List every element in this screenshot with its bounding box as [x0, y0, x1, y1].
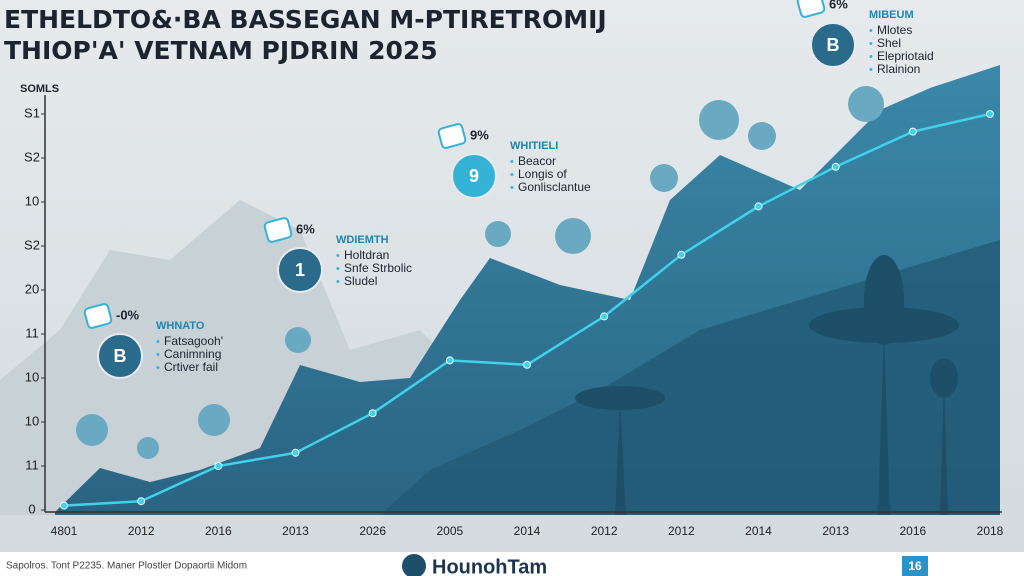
- callout-bullet: •: [869, 64, 873, 76]
- footer-badge: 16: [908, 559, 922, 573]
- callout-icon-circle: [810, 22, 856, 68]
- y-tick-label: 0: [28, 501, 35, 516]
- callout-line: Rlainion: [877, 62, 920, 76]
- callout-bullet: •: [869, 38, 873, 50]
- footer-band: [0, 552, 1024, 576]
- callout-icon-circle: [97, 333, 143, 379]
- callout-badge: 6%: [296, 221, 315, 236]
- callout-heading: WHNATO: [156, 320, 205, 332]
- line-point: [291, 448, 300, 457]
- palm-trees: [575, 255, 959, 515]
- callout-line: Gonlisclantue: [518, 180, 591, 194]
- callout-line: Elepriotaid: [877, 49, 934, 63]
- x-tick-label: 2012: [668, 524, 695, 538]
- trees: [76, 86, 884, 459]
- callout-bullet: •: [336, 276, 340, 288]
- line-point: [831, 162, 840, 171]
- callout-icon-circle: [451, 153, 497, 199]
- x-tick-label: 2016: [205, 524, 232, 538]
- x-tick-label: 2012: [128, 524, 155, 538]
- chart-title: ETHELDTO&·BA BASSEGAN M-PTIRETROMIJ: [4, 5, 607, 34]
- callout: 6% 1 WDIEMTH • Holtdran • Snfe Strbolic • Sludel: [263, 217, 412, 293]
- y-tick-label: 20: [25, 281, 39, 296]
- callout-badge: -0%: [116, 307, 140, 322]
- x-tick-label: 2014: [745, 524, 772, 538]
- callout-line: Crtiver fail: [164, 360, 218, 374]
- line-point: [600, 312, 609, 321]
- y-tick-label: S2: [24, 237, 40, 252]
- line-point: [137, 497, 146, 506]
- callout-line: Longis of: [518, 167, 567, 181]
- line-point: [368, 409, 377, 418]
- line-point: [445, 356, 454, 365]
- line-point: [523, 360, 531, 369]
- x-tick-label: 2018: [977, 524, 1004, 538]
- line-point: [214, 462, 223, 470]
- callout-icon: B: [827, 35, 840, 55]
- line-point: [677, 250, 686, 259]
- x-tick-label: 2014: [514, 524, 541, 538]
- callout-bullet: •: [869, 51, 873, 63]
- callout-bullet: •: [869, 25, 873, 37]
- callout-icon: B: [114, 346, 127, 366]
- y-tick-label: 10: [25, 193, 39, 208]
- x-tick-label: 2013: [822, 524, 849, 538]
- callout-line: Fatsagooh': [164, 334, 223, 348]
- x-tick-label: 2012: [591, 524, 618, 538]
- brand-name: HounohTam: [432, 556, 547, 576]
- callout-line: Canimning: [164, 347, 221, 361]
- x-tick-label: 2026: [359, 524, 386, 538]
- callout-bullet: •: [156, 362, 160, 374]
- callout-badge-icon: [83, 303, 113, 329]
- callout-icon: 1: [295, 260, 305, 280]
- callout-heading: WHITIELI: [510, 140, 558, 152]
- callout-badge: 9%: [470, 127, 489, 142]
- callout-bullet: •: [510, 182, 514, 194]
- brand-logo: [402, 554, 426, 576]
- footer-badge-box: [902, 556, 928, 576]
- y-tick-label: S2: [24, 149, 40, 164]
- callout-line: Holtdran: [344, 248, 389, 262]
- line-point: [986, 110, 994, 118]
- line-point: [754, 202, 763, 211]
- callout-bullet: •: [336, 250, 340, 262]
- jungle-foreground: [380, 240, 1000, 515]
- callout-bullet: •: [510, 169, 514, 181]
- y-tick-label: 10: [25, 369, 39, 384]
- callout-heading: MIBEUM: [869, 9, 914, 21]
- callout-line: Shel: [877, 36, 901, 50]
- callout-badge-icon: [437, 123, 467, 149]
- y-tick-label: 11: [25, 325, 39, 340]
- callout-line: Beacor: [518, 154, 556, 168]
- y-tick-label: S1: [24, 105, 40, 120]
- callout-bullet: •: [156, 336, 160, 348]
- callout: 6% B MIBEUM • Mlotes • Shel • Elepriotaid • Rlaini…: [796, 0, 934, 76]
- callout-line: Sludel: [344, 274, 377, 288]
- callout: -0% B WHNATO • Fatsagooh' • Canimning • Crtiver …: [83, 303, 223, 379]
- callout-bullet: •: [156, 349, 160, 361]
- x-tick-label: 4801: [51, 524, 78, 538]
- y-tick-label: 11: [25, 457, 39, 472]
- callout-badge-icon: [796, 0, 826, 18]
- callout-bullet: •: [510, 156, 514, 168]
- callout-bullet: •: [336, 263, 340, 275]
- callout-icon-circle: [277, 247, 323, 293]
- callout: 9% 9 WHITIELI • Beacor • Longis of • Gonlisclant…: [437, 123, 591, 199]
- x-tick-label: 2005: [436, 524, 463, 538]
- chart-subtitle: THIOP'A' VETNAM PJDRIN 2025: [4, 36, 438, 65]
- y-axis-label: SOMLS: [20, 83, 59, 95]
- callout-heading: WDIEMTH: [336, 234, 389, 246]
- line-point: [60, 501, 68, 510]
- line-point: [908, 127, 917, 136]
- y-tick-label: 10: [25, 413, 39, 428]
- x-tick-label: 2016: [899, 524, 926, 538]
- callout-line: Snfe Strbolic: [344, 261, 412, 275]
- callout-icon: 9: [469, 166, 479, 186]
- footer-source: Sapolros. Tont P2235. Maner Plostler Dop…: [6, 561, 247, 572]
- callout-badge: 6%: [829, 0, 848, 11]
- x-tick-label: 2013: [282, 524, 309, 538]
- callout-badge-icon: [263, 217, 293, 243]
- callout-line: Mlotes: [877, 23, 912, 37]
